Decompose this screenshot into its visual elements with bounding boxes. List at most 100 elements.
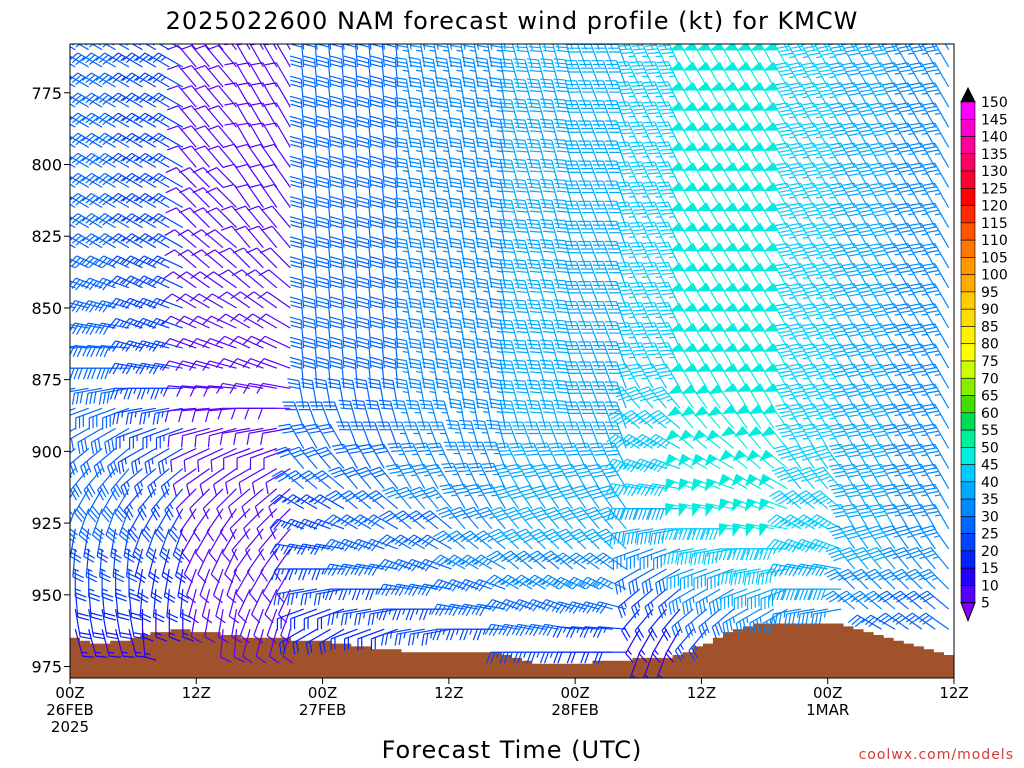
barb-full-tick	[94, 277, 104, 288]
barb-full-tick	[98, 154, 109, 164]
barb-half-tick	[128, 588, 135, 592]
barb-full-tick	[112, 576, 125, 583]
barb-shaft	[131, 172, 157, 188]
barb-half-tick	[81, 651, 88, 654]
wind-barb	[87, 488, 103, 523]
barb-shaft	[70, 345, 76, 349]
barb-half-tick	[119, 258, 125, 264]
barb-full-tick	[93, 391, 97, 404]
barb-full-tick	[95, 193, 106, 202]
barb-shaft	[91, 72, 116, 88]
barb-full-tick	[102, 483, 110, 495]
barb-shaft	[70, 508, 76, 536]
wind-barb	[70, 322, 89, 329]
barb-half-tick	[144, 652, 151, 656]
barb-full-tick	[75, 592, 87, 598]
wind-barb	[139, 44, 170, 51]
barb-full-tick	[88, 197, 99, 206]
barb-full-tick	[79, 391, 83, 404]
wind-barb	[152, 589, 165, 623]
barb-full-tick	[151, 592, 163, 600]
barb-full-tick	[96, 415, 98, 427]
barb-half-tick	[147, 237, 153, 242]
barb-half-tick	[160, 116, 166, 122]
barb-full-tick	[71, 94, 82, 104]
barb-full-tick	[154, 532, 164, 543]
barb-half-tick	[132, 525, 137, 531]
barb-half-tick	[119, 388, 124, 395]
barb-full-tick	[72, 572, 85, 579]
barb-full-tick	[143, 412, 147, 425]
barb-full-tick	[85, 74, 96, 83]
wind-barb	[98, 387, 130, 405]
barb-shaft	[91, 233, 116, 249]
barb-full-tick	[160, 550, 171, 560]
wind-barb	[134, 548, 147, 584]
wind-barb	[122, 92, 157, 108]
barb-shaft	[131, 447, 157, 464]
barb-shaft	[158, 152, 184, 168]
barb-full-tick	[111, 299, 121, 310]
barb-full-tick	[98, 323, 106, 335]
barb-full-tick	[135, 340, 143, 351]
wind-barb	[149, 192, 184, 209]
barb-full-tick	[97, 489, 104, 501]
barb-full-tick	[132, 554, 143, 564]
barb-full-tick	[97, 438, 101, 451]
barb-full-tick	[125, 319, 134, 330]
barb-full-tick	[122, 172, 133, 182]
barb-full-tick	[75, 217, 86, 226]
barb-full-tick	[144, 462, 148, 475]
wind-barb	[70, 152, 76, 168]
barb-half-tick	[135, 651, 142, 654]
wind-barb	[81, 322, 116, 335]
barb-shaft	[159, 528, 170, 556]
barb-full-tick	[83, 555, 95, 563]
barb-full-tick	[109, 388, 116, 400]
barb-shaft	[144, 92, 170, 108]
barb-half-tick	[119, 364, 124, 371]
barb-shaft	[164, 488, 184, 511]
barb-full-tick	[128, 596, 141, 602]
wind-barb	[149, 152, 184, 168]
wind-barb	[122, 192, 157, 209]
barb-full-tick	[127, 388, 133, 400]
barb-half-tick	[172, 525, 178, 531]
wind-barb	[70, 152, 89, 168]
barb-full-tick	[94, 300, 103, 311]
barb-shaft	[70, 277, 89, 289]
barb-full-tick	[95, 132, 106, 142]
barb-shaft	[91, 44, 116, 51]
barb-full-tick	[74, 512, 83, 523]
barb-full-tick	[112, 363, 120, 375]
wind-barb	[108, 152, 143, 168]
wind-barb	[112, 407, 143, 425]
barb-full-tick	[150, 509, 158, 521]
barb-full-tick	[85, 235, 96, 244]
barb-full-tick	[77, 612, 89, 617]
barb-shaft	[70, 448, 76, 467]
barb-shaft	[158, 112, 184, 128]
barb-full-tick	[112, 235, 123, 244]
barb-full-tick	[102, 280, 111, 291]
barb-shaft	[70, 213, 76, 229]
barb-full-tick	[82, 72, 92, 81]
barb-shaft	[77, 233, 103, 249]
barb-half-tick	[133, 217, 139, 222]
barb-full-tick	[94, 255, 105, 265]
barb-shaft	[70, 407, 89, 419]
barb-full-tick	[139, 54, 149, 63]
barb-full-tick	[163, 483, 169, 496]
barb-shaft	[70, 192, 76, 209]
barb-shaft	[70, 72, 76, 88]
barb-full-tick	[108, 132, 119, 142]
barb-shaft	[70, 52, 89, 68]
barb-half-tick	[146, 258, 152, 264]
wind-barb	[70, 468, 90, 501]
wind-barb	[145, 528, 158, 564]
barb-full-tick	[88, 258, 98, 269]
barb-full-tick	[75, 44, 86, 48]
barb-full-tick	[108, 363, 116, 374]
barb-full-tick	[82, 345, 89, 357]
wind-barb	[70, 192, 103, 209]
